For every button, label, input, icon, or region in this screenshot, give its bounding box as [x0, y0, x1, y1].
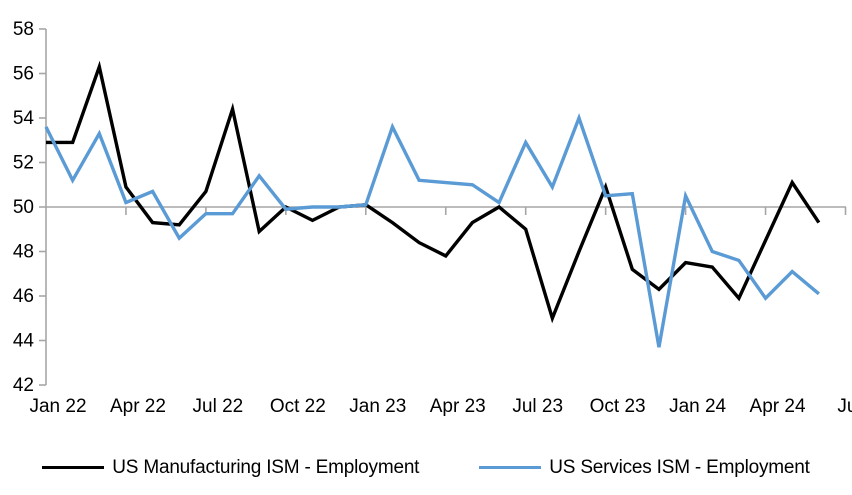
- plot-area: 42 44 46 48 50 52 54 56 58 Jan 22 Apr 22 Jul 22 Oct…: [13, 19, 852, 417]
- x-tick-label: Oct 22: [270, 396, 326, 417]
- legend-label-services: US Services ISM - Employment: [549, 456, 810, 478]
- x-tick-label: Apr 22: [110, 396, 166, 417]
- x-tick-label: Oct 23: [590, 396, 646, 417]
- x-tick-label: Jul 22: [193, 396, 244, 417]
- chart-legend: US Manufacturing ISM - Employment US Ser…: [0, 440, 852, 495]
- x-tick-label: Jul 23: [512, 396, 563, 417]
- series-line-manufacturing: [46, 60, 821, 324]
- y-tick-label: 58: [13, 19, 34, 40]
- legend-item-services[interactable]: US Services ISM - Employment: [479, 456, 810, 479]
- y-tick-label: 48: [13, 242, 34, 263]
- y-tick-label: 56: [13, 64, 34, 85]
- line-chart-svg: 42 44 46 48 50 52 54 56 58 Jan 22 Apr 22 Jul 22 Oct…: [13, 19, 852, 417]
- data-series-group: [44, 60, 821, 348]
- y-tick-label: 52: [13, 153, 34, 174]
- y-tick-label: 54: [13, 108, 35, 129]
- y-tick-label: 44: [13, 331, 35, 352]
- x-tick-label: Jul 2: [837, 396, 852, 417]
- x-tick-label: Jan 24: [669, 396, 726, 417]
- legend-swatch-services: [479, 466, 542, 469]
- x-tick-label: Jan 22: [29, 396, 86, 417]
- y-tick-label: 46: [13, 286, 34, 307]
- y-tick-label: 50: [13, 197, 34, 218]
- x-axis-ticks: Jan 22 Apr 22 Jul 22 Oct 22 Jan 23 Apr 23 Jul …: [29, 207, 852, 417]
- y-tick-label: 42: [13, 375, 34, 396]
- legend-swatch-manufacturing: [42, 466, 105, 469]
- x-tick-label: Jan 23: [349, 396, 406, 417]
- legend-label-manufacturing: US Manufacturing ISM - Employment: [112, 456, 420, 478]
- y-axis-ticks: 42 44 46 48 50 52 54 56 58: [13, 19, 46, 396]
- series-line-services: [44, 113, 820, 348]
- x-tick-label: Apr 24: [750, 396, 806, 417]
- x-tick-label: Apr 23: [430, 396, 486, 417]
- legend-item-manufacturing[interactable]: US Manufacturing ISM - Employment: [42, 457, 419, 479]
